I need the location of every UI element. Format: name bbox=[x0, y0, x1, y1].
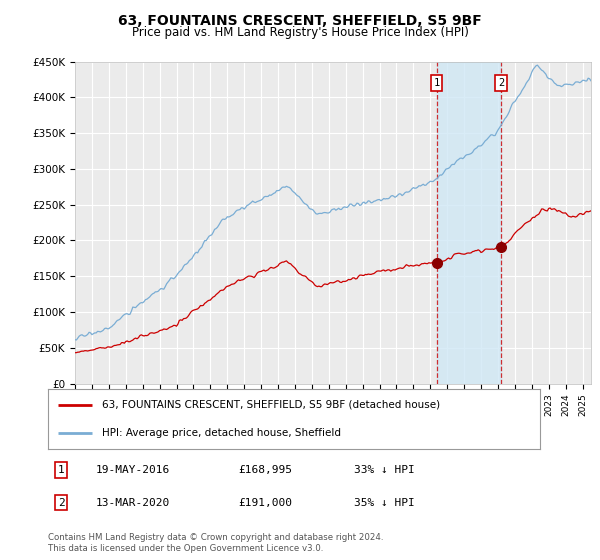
Text: 13-MAR-2020: 13-MAR-2020 bbox=[95, 498, 170, 507]
Text: 1: 1 bbox=[58, 465, 65, 475]
Text: 63, FOUNTAINS CRESCENT, SHEFFIELD, S5 9BF: 63, FOUNTAINS CRESCENT, SHEFFIELD, S5 9B… bbox=[118, 14, 482, 28]
Text: £191,000: £191,000 bbox=[238, 498, 292, 507]
Text: 63, FOUNTAINS CRESCENT, SHEFFIELD, S5 9BF (detached house): 63, FOUNTAINS CRESCENT, SHEFFIELD, S5 9B… bbox=[102, 400, 440, 410]
Text: HPI: Average price, detached house, Sheffield: HPI: Average price, detached house, Shef… bbox=[102, 428, 341, 438]
Text: Price paid vs. HM Land Registry's House Price Index (HPI): Price paid vs. HM Land Registry's House … bbox=[131, 26, 469, 39]
Text: Contains HM Land Registry data © Crown copyright and database right 2024.
This d: Contains HM Land Registry data © Crown c… bbox=[48, 533, 383, 553]
Text: £168,995: £168,995 bbox=[238, 465, 292, 475]
Text: 2: 2 bbox=[58, 498, 65, 507]
Text: 2: 2 bbox=[498, 78, 504, 88]
Text: 1: 1 bbox=[433, 78, 440, 88]
Text: 19-MAY-2016: 19-MAY-2016 bbox=[95, 465, 170, 475]
Text: 35% ↓ HPI: 35% ↓ HPI bbox=[354, 498, 415, 507]
Bar bbox=[437, 62, 501, 384]
Text: 33% ↓ HPI: 33% ↓ HPI bbox=[354, 465, 415, 475]
